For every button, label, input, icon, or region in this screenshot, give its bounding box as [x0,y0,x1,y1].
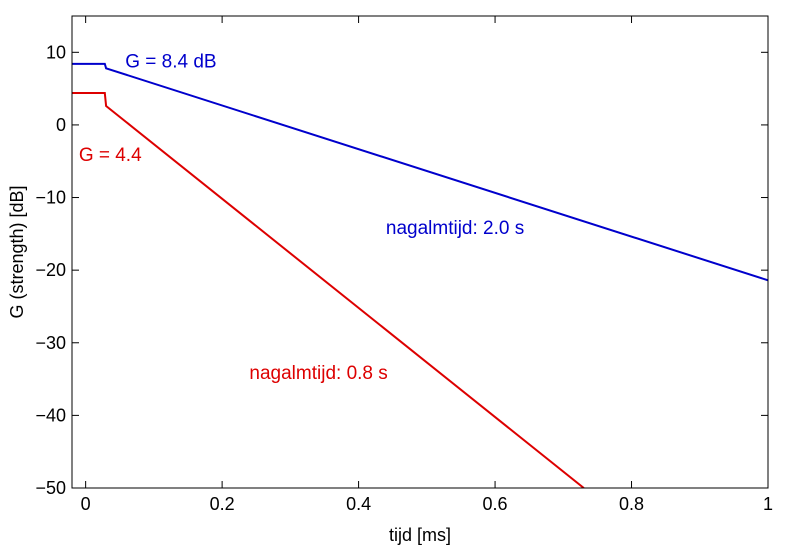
x-axis-label: tijd [ms] [389,525,451,545]
annotation-red-rt: nagalmtijd: 0.8 s [249,363,387,384]
y-tick-label: −50 [35,478,66,498]
y-tick-label: 0 [56,115,66,135]
y-tick-label: −30 [35,333,66,353]
x-tick-label: 1 [763,494,773,514]
annotation-blue-rt: nagalmtijd: 2.0 s [386,218,524,239]
x-tick-label: 0 [81,494,91,514]
annotation-red-g: G = 4.4 [79,145,142,166]
series-line-2 [72,92,585,488]
x-tick-label: 0.4 [346,494,371,514]
plot-area: G = 8.4 dB G = 4.4 nagalmtijd: 2.0 s nagalm… [72,52,768,488]
axis-ticks: 0 0.2 0.4 0.6 0.8 1 10 0 −10 −20 −30 −40 −50 [35,16,773,514]
series-line-1 [72,62,768,282]
x-tick-label: 0.2 [210,494,235,514]
annotation-blue-g: G = 8.4 dB [125,52,216,73]
y-tick-label: −20 [35,260,66,280]
y-tick-label: −40 [35,405,66,425]
plot-frame [71,15,769,489]
y-tick-label: 10 [46,42,66,62]
y-axis-label: G (strength) [dB] [7,185,27,318]
x-tick-label: 0.6 [483,494,508,514]
x-tick-label: 0.8 [619,494,644,514]
y-tick-label: −10 [35,188,66,208]
